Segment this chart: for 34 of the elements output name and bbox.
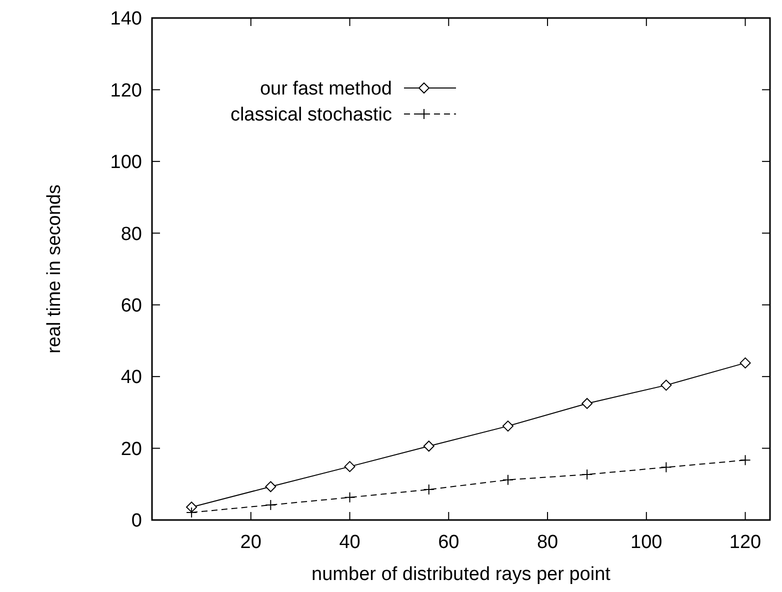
y-tick-label: 100 bbox=[110, 152, 142, 174]
point bbox=[265, 481, 276, 492]
y-tick-label: 60 bbox=[120, 296, 142, 317]
legend-label: our fast method bbox=[260, 78, 392, 100]
point bbox=[582, 468, 593, 480]
x-tick-label: 20 bbox=[240, 532, 262, 553]
point bbox=[423, 484, 434, 496]
x-tick-label: 120 bbox=[729, 532, 762, 553]
y-axis-title: real time in seconds bbox=[44, 184, 65, 354]
point bbox=[265, 499, 276, 510]
point bbox=[423, 440, 434, 452]
point bbox=[344, 492, 356, 503]
point bbox=[740, 357, 751, 368]
y-tick-label: 80 bbox=[120, 224, 142, 245]
y-tick-label: 0 bbox=[131, 510, 142, 532]
point bbox=[660, 462, 672, 473]
point bbox=[660, 380, 672, 391]
point bbox=[344, 461, 356, 472]
point bbox=[186, 502, 198, 513]
y-tick-label: 120 bbox=[110, 80, 142, 102]
x-tick-label: 80 bbox=[536, 532, 558, 553]
point bbox=[740, 454, 751, 466]
point bbox=[186, 506, 198, 518]
point bbox=[502, 474, 514, 486]
x-tick-label: 100 bbox=[630, 532, 662, 553]
legend-label: classical stochastic bbox=[230, 104, 392, 126]
y-tick-label: 40 bbox=[120, 367, 142, 388]
x-axis-title: number of distributed rays per point bbox=[312, 564, 612, 585]
x-tick-label: 60 bbox=[438, 532, 460, 553]
x-tick-label: 40 bbox=[339, 532, 360, 553]
y-tick-label: 20 bbox=[120, 438, 142, 460]
y-tick-label: 140 bbox=[110, 8, 142, 30]
point bbox=[582, 398, 593, 409]
point bbox=[502, 420, 514, 432]
